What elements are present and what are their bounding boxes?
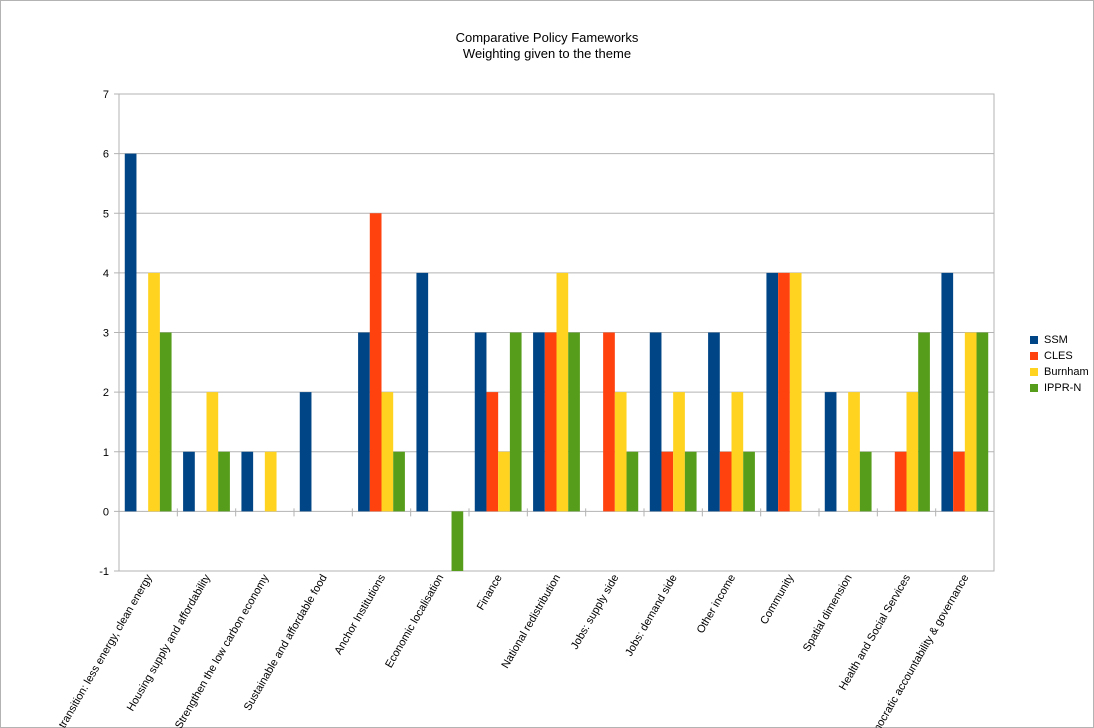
- bar-ippr-n: [159, 332, 172, 512]
- bar-ssm: [708, 332, 720, 512]
- bar-ssm: [183, 451, 195, 512]
- bar-ippr-n: [393, 451, 405, 512]
- legend-item: IPPR-N: [1030, 380, 1089, 396]
- bar-burnham: [614, 392, 627, 512]
- bar-burnham: [381, 392, 394, 512]
- bar-burnham: [848, 392, 860, 512]
- bar-ippr-n: [684, 451, 697, 512]
- bar-ssm: [299, 392, 312, 512]
- bar-ippr-n: [743, 451, 755, 512]
- bar-burnham: [556, 272, 569, 512]
- legend-label: IPPR-N: [1044, 382, 1082, 394]
- y-tick-label: 0: [103, 506, 109, 518]
- bar-ssm: [474, 332, 487, 512]
- bar-ippr-n: [218, 451, 230, 512]
- x-category-label: Community: [758, 572, 796, 627]
- bar-burnham: [789, 272, 802, 512]
- bar-ippr-n: [626, 451, 639, 512]
- bar-burnham: [498, 451, 510, 512]
- bar-ssm: [941, 272, 954, 512]
- legend-label: Burnham: [1044, 366, 1089, 378]
- bars: [124, 153, 989, 571]
- bar-ssm: [124, 153, 137, 512]
- bar-cles: [544, 332, 557, 512]
- y-tick-label: 7: [103, 89, 109, 101]
- y-tick-label: 6: [103, 149, 109, 161]
- chart-title-block: Comparative Policy Fameworks Weighting g…: [0, 30, 1094, 62]
- bar-ippr-n: [859, 451, 872, 512]
- legend: SSM CLES Burnham IPPR-N: [1030, 332, 1089, 396]
- bar-burnham: [906, 392, 919, 512]
- bar-burnham: [148, 272, 160, 512]
- bar-ssm: [416, 272, 429, 512]
- legend-swatch: [1030, 368, 1038, 376]
- x-category-label: Jobs: supply side: [569, 573, 622, 652]
- x-category-label: Jobs: demand side: [623, 573, 680, 659]
- bar-ssm: [649, 332, 662, 512]
- legend-item: SSM: [1030, 332, 1089, 348]
- bar-ssm: [358, 332, 370, 512]
- bar-cles: [603, 332, 615, 512]
- legend-label: SSM: [1044, 334, 1068, 346]
- x-category-label: Economic localisation: [383, 573, 446, 671]
- y-tick-label: -1: [99, 566, 109, 578]
- legend-item: Burnham: [1030, 364, 1089, 380]
- x-category-label: Other income: [695, 573, 738, 636]
- bar-burnham: [206, 392, 219, 512]
- y-tick-label: 5: [103, 208, 109, 220]
- bar-cles: [719, 451, 732, 512]
- x-category-label: National redistribution: [500, 573, 564, 671]
- bar-cles: [486, 392, 499, 512]
- bar-ssm: [824, 392, 837, 512]
- bar-cles: [953, 451, 965, 512]
- bar-cles: [894, 451, 907, 512]
- bar-ippr-n: [451, 511, 464, 571]
- y-tick-label: 3: [103, 328, 109, 340]
- y-tick-label: 4: [103, 268, 109, 280]
- legend-swatch: [1030, 384, 1038, 392]
- bar-burnham: [964, 332, 977, 512]
- bar-cles: [369, 213, 382, 512]
- bar-ippr-n: [918, 332, 930, 512]
- y-tick-label: 1: [103, 447, 109, 459]
- chart-title: Comparative Policy Fameworks: [455, 30, 639, 45]
- x-category-label: Finance: [475, 573, 505, 613]
- bar-ssm: [533, 332, 545, 512]
- y-tick-label: 2: [103, 387, 109, 399]
- x-category-label: Spatial dimension: [801, 573, 855, 654]
- bar-burnham: [731, 392, 744, 512]
- bar-cles: [661, 451, 674, 512]
- legend-swatch: [1030, 352, 1038, 360]
- chart-subtitle: Weighting given to the theme: [462, 46, 632, 61]
- bar-ssm: [766, 272, 779, 512]
- x-category-label: Anchor Institutions: [332, 572, 388, 657]
- legend-item: CLES: [1030, 348, 1089, 364]
- legend-label: CLES: [1044, 350, 1073, 362]
- bar-ippr-n: [976, 332, 989, 512]
- bar-ippr-n: [509, 332, 522, 512]
- y-axis-ticks: -1 0 1 2 3 4 5 6 7: [99, 89, 109, 578]
- legend-swatch: [1030, 336, 1038, 344]
- x-category-label: Democratic accountability & governance: [863, 572, 972, 728]
- x-axis-labels: Energy transition: less energy, clean en…: [38, 572, 972, 728]
- bar-ippr-n: [568, 332, 580, 512]
- bar-cles: [778, 272, 790, 512]
- bar-burnham: [264, 451, 277, 512]
- bar-ssm: [241, 451, 254, 512]
- bar-burnham: [673, 392, 685, 512]
